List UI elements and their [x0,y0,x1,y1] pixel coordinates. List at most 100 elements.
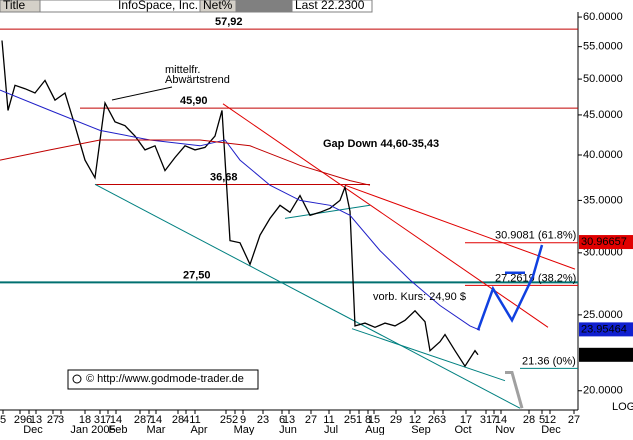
x-tick-label: 31 [94,414,106,426]
x-tick-label: 6 [26,414,32,426]
annotation: Abwärtstrend [165,74,230,86]
month-label: Feb [109,424,128,435]
annotation: © http://www.godmode-trader.de [86,373,244,385]
header-title: Title [3,0,26,12]
x-tick-label: 28 [172,414,184,426]
y-tick-label: 55.0000 [583,41,623,53]
x-tick-label: 15 [368,414,380,426]
x-tick-label: 28 [134,414,146,426]
x-tick-label: 18 [79,414,91,426]
level-label: 27.2619 (38.2%) [495,272,576,284]
x-tick-label: 3 [440,414,446,426]
arrow [111,86,173,101]
y-tick-label: 50.0000 [583,73,623,85]
x-tick-label: 4 [183,414,189,426]
month-label: Aug [365,424,385,435]
x-tick-label: 1 [356,414,362,426]
trend-line [505,371,524,409]
value-marker-label: 23.95464 [581,323,627,335]
x-tick-label: 7 [105,414,111,426]
y-tick-label: 40.0000 [583,149,623,161]
month-label: Dec [541,424,561,435]
trend-line [344,184,576,270]
price-line [0,89,481,331]
header-cell [291,0,373,13]
value-marker [579,322,633,337]
x-tick-label: 6 [279,414,285,426]
value-marker-label: 22.2300 [581,349,621,361]
y-tick-label: 35.0000 [583,194,623,206]
month-label: Jul [324,424,338,435]
x-tick-label: 14 [150,414,162,426]
x-tick-label: 25 [220,414,232,426]
value-marker-label: 30.96657 [581,236,627,248]
header-last: Last 22.2300 [295,0,365,12]
x-tick-label: 12 [409,414,421,426]
x-tick-label: 5 [0,414,6,426]
x-tick-label: 23 [257,414,269,426]
value-marker [579,235,633,250]
x-tick-label: 7 [146,414,152,426]
x-tick-label: 11 [323,414,334,426]
x-tick-label: 28 [523,414,535,426]
annotation: mittelfr. [165,64,200,76]
price-line [1,40,479,368]
x-tick-label: 29 [14,414,26,426]
month-label: Jun [279,424,297,435]
y-tick-label: 30.0000 [583,247,623,259]
level-label: 30.9081 (61.8%) [495,230,576,242]
copyright-icon [72,374,82,384]
x-tick-label: 8 [365,414,371,426]
header-net: Net% [203,0,233,12]
level-label: 21.36 (0%) [522,355,576,367]
month-label: Mar [147,424,166,435]
month-label: Sep [411,424,431,435]
level-label: 57,92 [215,16,243,28]
trend-line [476,244,544,331]
value-marker [579,347,633,362]
trend-line [284,204,371,219]
x-tick-label: 26 [428,414,440,426]
month-label: Jan 2005 [70,424,115,435]
month-label: May [234,424,255,435]
y-tick-label: 45.0000 [583,109,623,121]
month-label: Dec [23,424,43,435]
x-tick-label: 29 [390,414,402,426]
x-tick-label: 27 [568,414,580,426]
y-tick-label: 60.0000 [583,11,623,23]
level-label: 27,50 [183,269,211,281]
x-tick-label: 14 [110,414,122,426]
x-tick-label: 3 [58,414,64,426]
x-tick-label: 25 [344,414,356,426]
x-tick-label: 12 [544,414,556,426]
annotation: vorb. Kurs: 24,90 $ [373,291,466,303]
trend-line [351,328,506,382]
copyright-box [67,369,259,390]
header-symbol: InfoSpace, Inc. [118,0,198,12]
price-line [0,139,371,186]
annotation: Gap Down 44,60-35,43 [323,138,439,150]
x-tick-label: 7 [491,414,497,426]
month-label: Oct [454,424,471,435]
level-label: 45,90 [180,95,208,107]
header-bar: Title InfoSpace, Inc. Net% Last 22.2300 [0,0,373,13]
x-tick-label: 13 [283,414,295,426]
scale-label: LOG [612,401,633,413]
y-tick-label: 20.0000 [583,385,623,397]
x-tick-label: 13 [30,414,42,426]
x-tick-label: 17 [460,414,472,426]
x-tick-label: 14 [495,414,507,426]
trend-line [94,183,521,409]
x-tick-label: 5 [539,414,545,426]
header-cell [235,0,293,13]
x-tick-label: 2 [232,414,238,426]
x-tick-label: 27 [305,414,317,426]
month-label: Nov [495,424,515,435]
x-tick-label: 9 [240,414,246,426]
month-label: Apr [190,424,207,435]
x-tick-label: 27 [47,414,59,426]
level-label: 36,68 [210,171,238,183]
